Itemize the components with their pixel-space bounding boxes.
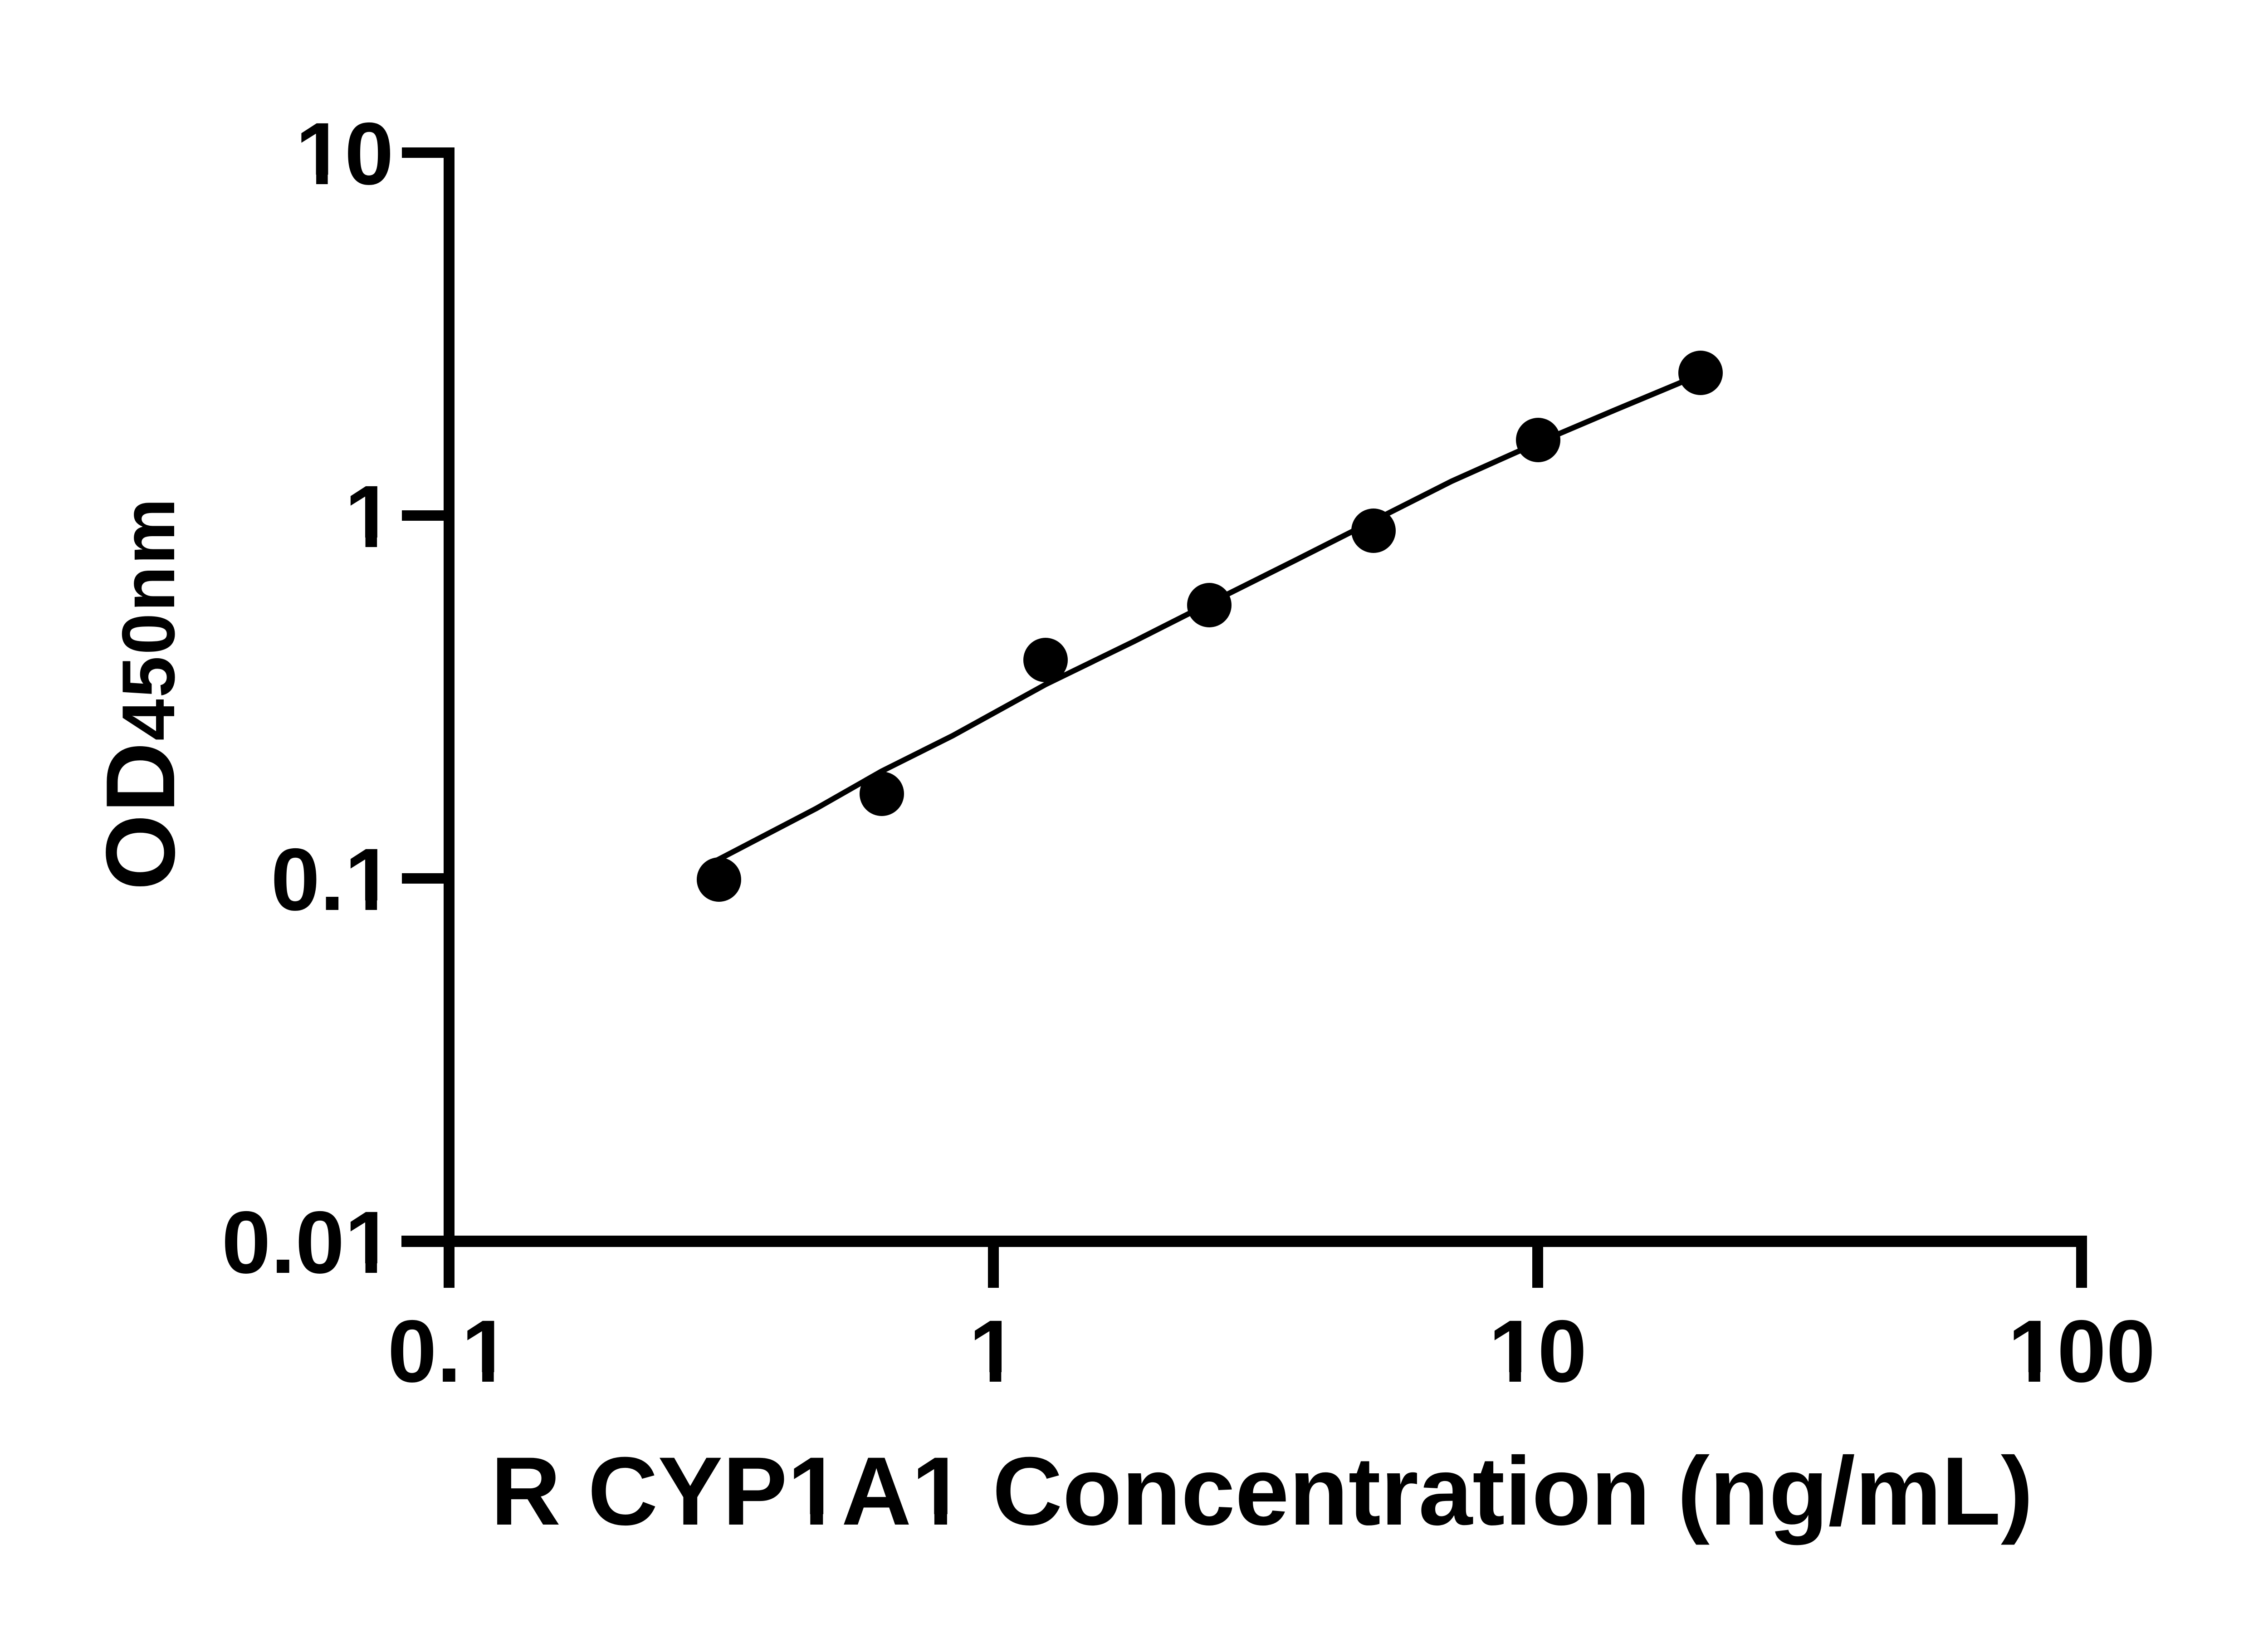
svg-text:10: 10 xyxy=(295,104,394,203)
svg-text:10: 10 xyxy=(1489,1302,1587,1401)
svg-text:100: 100 xyxy=(2008,1302,2155,1401)
svg-text:0.01: 0.01 xyxy=(221,1193,394,1292)
svg-text:1: 1 xyxy=(969,1302,1018,1401)
svg-text:0.1: 0.1 xyxy=(387,1302,510,1401)
svg-text:1: 1 xyxy=(345,467,394,566)
svg-text:OD450nm: OD450nm xyxy=(85,497,195,890)
svg-text:0.1: 0.1 xyxy=(271,830,394,929)
svg-text:R CYP1A1 Concentration (ng/mL): R CYP1A1 Concentration (ng/mL) xyxy=(491,1437,2033,1545)
